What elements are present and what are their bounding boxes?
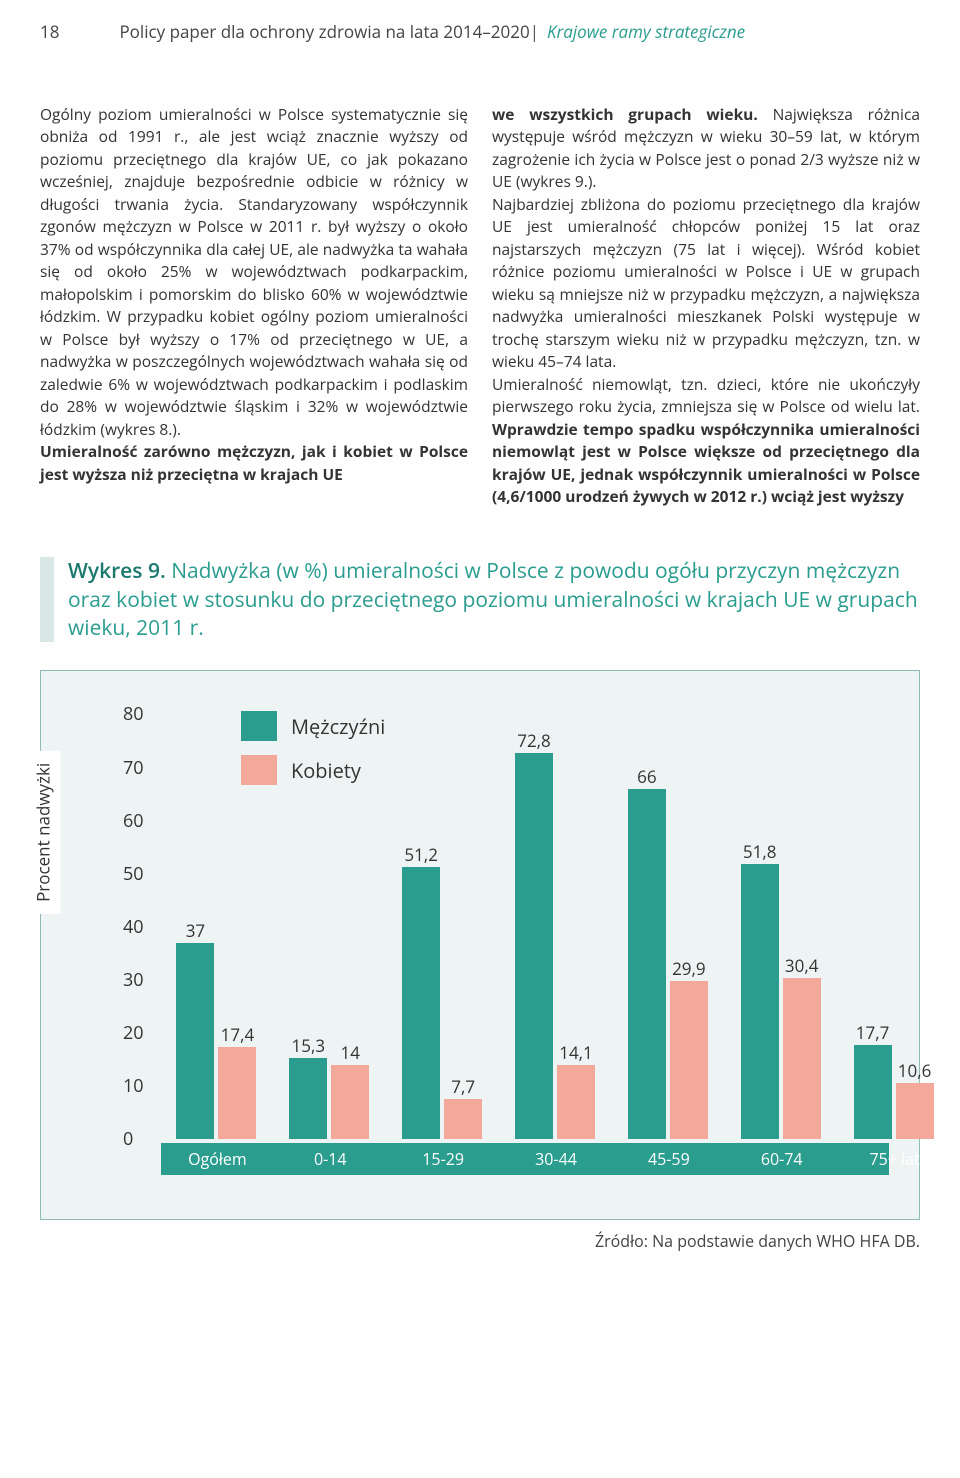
- bar-female: 29,9: [670, 981, 708, 1140]
- bar-female: 10,6: [896, 1083, 934, 1139]
- chart-title: Wykres 9. Nadwyżka (w %) umieralności w …: [68, 557, 920, 642]
- bar-female: 17,4: [218, 1047, 256, 1139]
- bar-value-label: 14,1: [559, 1041, 593, 1064]
- x-tick-label: 30-44: [535, 1148, 577, 1170]
- bar-value-label: 51,8: [743, 840, 777, 863]
- bar-group: 15,314: [289, 1058, 369, 1139]
- y-tick: 30: [123, 968, 144, 992]
- body-text: Najbardziej zbliżona do poziomu przecięt…: [492, 193, 920, 372]
- bar-value-label: 51,2: [404, 843, 438, 866]
- bar-value-label: 15,3: [292, 1034, 326, 1057]
- page-header: 18 Policy paper dla ochrony zdrowia na l…: [0, 0, 960, 53]
- body-columns: Ogólny poziom umieralności w Polsce syst…: [0, 53, 960, 537]
- bar-female: 14: [331, 1065, 369, 1139]
- bar-group: 72,814,1: [515, 753, 595, 1140]
- bar-male: 72,8: [515, 753, 553, 1140]
- body-bold: Umieralność zarówno mężczyzn, jak i kobi…: [40, 440, 468, 484]
- chart-plot: 010203040506070803717,415,31451,27,772,8…: [161, 716, 889, 1139]
- y-tick: 10: [123, 1074, 144, 1098]
- bar-group: 3717,4: [176, 943, 256, 1140]
- chart-block: Wykres 9. Nadwyżka (w %) umieralności w …: [40, 557, 920, 1220]
- bar-male: 17,7: [854, 1045, 892, 1139]
- y-tick: 50: [123, 862, 144, 886]
- bar-value-label: 7,7: [451, 1075, 475, 1098]
- body-text: Ogólny poziom umieralności w Polsce syst…: [40, 103, 468, 440]
- x-tick-label: 60-74: [761, 1148, 803, 1170]
- x-tick-label: Ogółem: [188, 1148, 247, 1170]
- bar-value-label: 30,4: [785, 954, 819, 977]
- bar-group: 17,710,6: [854, 1045, 934, 1139]
- bar-female: 30,4: [783, 978, 821, 1140]
- chart-source: Źródło: Na podstawie danych WHO HFA DB.: [0, 1220, 960, 1252]
- bar-value-label: 37: [186, 919, 205, 942]
- bar-male: 51,8: [741, 864, 779, 1139]
- bar-value-label: 10,6: [898, 1059, 932, 1082]
- chart-label: Wykres 9.: [68, 557, 166, 585]
- x-tick-label: 45-59: [648, 1148, 690, 1170]
- doc-title: Policy paper dla ochrony zdrowia na lata…: [119, 20, 529, 43]
- y-tick: 20: [123, 1021, 144, 1045]
- y-tick: 70: [123, 756, 144, 780]
- bar-value-label: 66: [637, 765, 656, 788]
- chart-title-text: Nadwyżka (w %) umieralności w Polsce z p…: [68, 557, 918, 642]
- chart-area: Procent nadwyżki Mężczyźni Kobiety 01020…: [40, 670, 920, 1220]
- doc-subtitle: Krajowe ramy strategiczne: [547, 20, 745, 43]
- bar-value-label: 17,4: [221, 1023, 255, 1046]
- body-bold: Wprawdzie tempo spadku współczynnika umi…: [492, 418, 920, 507]
- body-bold: we wszystkich grupach wieku.: [492, 103, 758, 125]
- bar-value-label: 72,8: [517, 729, 551, 752]
- bar-male: 51,2: [402, 867, 440, 1139]
- bar-group: 51,27,7: [402, 867, 482, 1139]
- bar-male: 66: [628, 789, 666, 1140]
- x-axis-band: Ogółem0-1415-2930-4445-5960-7475+ lat: [161, 1143, 889, 1175]
- right-column: we wszystkich grupach wieku. Największa …: [492, 103, 920, 507]
- left-column: Ogólny poziom umieralności w Polsce syst…: [40, 103, 468, 507]
- y-tick: 0: [123, 1127, 133, 1151]
- bar-female: 14,1: [557, 1065, 595, 1140]
- bar-value-label: 29,9: [672, 957, 706, 980]
- y-tick: 40: [123, 915, 144, 939]
- x-tick-label: 15-29: [422, 1148, 464, 1170]
- bar-group: 6629,9: [628, 789, 708, 1140]
- bar-value-label: 17,7: [856, 1021, 890, 1044]
- body-text: Umieralność niemowląt, tzn. dzieci, któr…: [492, 373, 920, 417]
- bar-female: 7,7: [444, 1099, 482, 1140]
- bar-group: 51,830,4: [741, 864, 821, 1139]
- page-number: 18: [40, 20, 59, 43]
- bar-value-label: 14: [341, 1041, 360, 1064]
- bar-male: 37: [176, 943, 214, 1140]
- y-tick: 80: [123, 702, 144, 726]
- y-tick: 60: [123, 809, 144, 833]
- bar-male: 15,3: [289, 1058, 327, 1139]
- x-tick-label: 0-14: [314, 1148, 347, 1170]
- chart-marker: [40, 557, 54, 642]
- x-tick-label: 75+ lat: [869, 1148, 919, 1170]
- y-axis-label: Procent nadwyżki: [26, 751, 61, 914]
- chart-heading: Wykres 9. Nadwyżka (w %) umieralności w …: [40, 557, 920, 642]
